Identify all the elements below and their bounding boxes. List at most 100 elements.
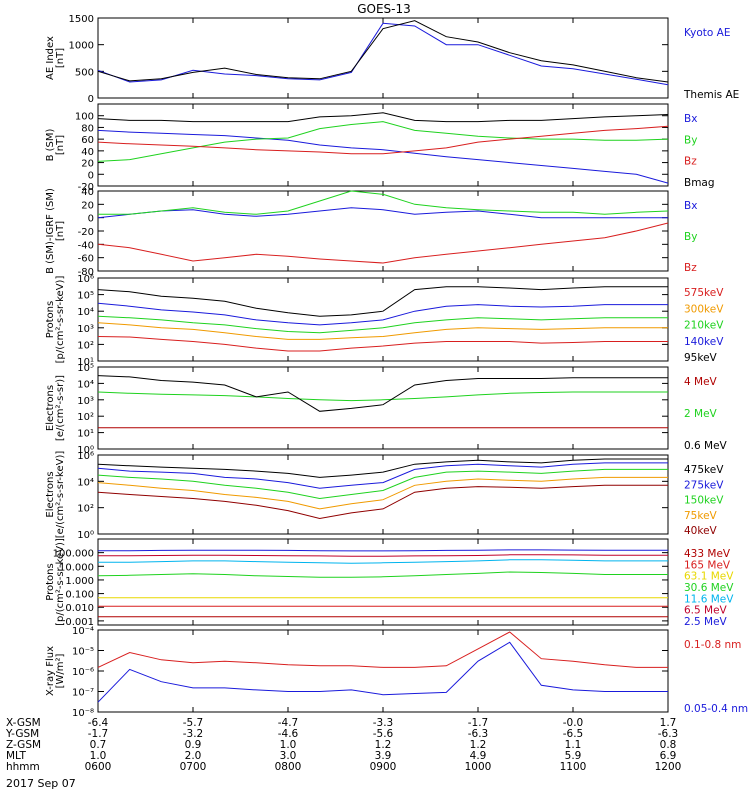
series-line-140kev <box>97 302 668 326</box>
legend-entry: 40keV <box>684 525 718 537</box>
series-line-by <box>97 121 669 162</box>
orbit-cell: -6.3 <box>468 728 489 740</box>
series-line-bx <box>97 207 668 219</box>
orbit-cell: 2.0 <box>185 750 202 762</box>
y-tick-label: 0 <box>88 214 94 225</box>
y-tick-label: 0 <box>88 170 94 181</box>
y-tick-label: 1.000 <box>65 576 94 587</box>
y-tick-label: 10⁵ <box>77 363 94 374</box>
panel-electrons_low: 10⁰ 10² 10⁴ 10⁶ Electrons [e/(cm²-s-sr-keV)] 4… <box>45 451 724 541</box>
legend-entry: 63.1 MeV <box>684 571 734 583</box>
legend-entry: Bz <box>684 156 697 168</box>
y-tick-label: 10.000 <box>59 562 94 573</box>
y-axis-label: Electrons <box>45 385 56 431</box>
y-axis-label: [p/(cm²-s-sr-keV)] <box>55 538 66 626</box>
series-line-11-6-mev <box>98 559 668 564</box>
orbit-cell: 6.9 <box>660 750 677 762</box>
panel-frame <box>97 454 669 535</box>
series-line-by <box>98 190 669 215</box>
y-tick-label: 60 <box>81 135 94 146</box>
series-line-210kev <box>97 315 668 334</box>
panel-xray: 10⁻⁸ 10⁻⁷ 10⁻⁶ 10⁻⁵ 10⁻⁴ X-ray Flux [W/m²] 0.1-… <box>45 626 748 719</box>
y-axis-label: B (SM)-IGRF (SM) <box>45 188 56 274</box>
series-line-0-05-0-4-nm <box>97 641 668 703</box>
orbit-cell: 0600 <box>85 761 112 773</box>
orbit-cell: -6.3 <box>658 728 679 740</box>
y-axis-label: [W/m²] <box>55 653 66 688</box>
y-tick-label: 10⁻⁷ <box>72 688 94 699</box>
orbit-row-label: Y-GSM <box>5 728 39 740</box>
series-line-150kev <box>97 468 668 500</box>
panel-electrons_high: 10⁰ 10¹ 10² 10³ 10⁴ 10⁵ Electrons [e/(cm²-s-sr)… <box>45 363 728 456</box>
legend-entry: 300keV <box>684 303 724 315</box>
orbit-cell: 1.0 <box>90 750 107 762</box>
legend-entry: 11.6 MeV <box>684 593 734 605</box>
orbit-table: X-GSM -6.4 -5.7 -4.7 -3.3 -1.7 -0.0 1.7 Y-GSM -1.… <box>5 717 681 773</box>
series-line-0-6-mev <box>97 375 668 412</box>
y-tick-label: -40 <box>78 240 94 251</box>
y-tick-label: 40 <box>81 147 94 158</box>
y-tick-label: 80 <box>81 123 94 134</box>
y-tick-label: -20 <box>78 182 94 193</box>
y-axis-label: Protons <box>45 301 56 338</box>
y-axis-label: AE Index <box>45 36 56 80</box>
legend-entry: 0.6 MeV <box>684 440 728 452</box>
series-line-300kev <box>97 322 668 340</box>
orbit-cell: 0.7 <box>90 739 107 751</box>
legend-entry: Bx <box>684 200 697 212</box>
legend-entry: 2.5 MeV <box>684 616 728 628</box>
y-tick-label: 10⁴ <box>77 477 94 488</box>
series-line-bz <box>97 125 669 155</box>
y-tick-label: 10² <box>77 504 94 515</box>
y-axis-label: [p/(cm²-s-sr-keV)] <box>55 276 66 364</box>
series-line-kyoto-ae <box>97 22 669 86</box>
y-tick-label: 0 <box>88 94 94 105</box>
series-line-6-5-mev <box>98 554 668 557</box>
legend-entry: 0.05-0.4 nm <box>684 703 748 715</box>
legend-entry: 75keV <box>684 510 718 522</box>
panel-frame <box>97 17 669 99</box>
legend-entry: 4 MeV <box>684 376 718 388</box>
orbit-cell: -5.7 <box>183 717 204 729</box>
y-tick-label: 1000 <box>69 41 94 52</box>
y-tick-label: 10² <box>77 412 94 423</box>
y-tick-label: 0.010 <box>65 603 94 614</box>
y-axis-label: [nT] <box>55 221 66 241</box>
legend-entry: 95keV <box>684 352 718 364</box>
orbit-row-label: MLT <box>6 750 26 762</box>
y-tick-label: 10⁵ <box>77 291 94 302</box>
y-tick-label: 40 <box>81 187 94 198</box>
legend-entry: Kyoto AE <box>684 27 730 39</box>
orbit-cell: -5.6 <box>373 728 394 740</box>
orbit-cell: 1.7 <box>660 717 677 729</box>
legend-entry: 30.6 MeV <box>684 582 734 594</box>
y-axis-label: B (SM) <box>45 128 56 161</box>
legend-entry: By <box>684 231 697 243</box>
y-tick-label: 100.000 <box>53 549 94 560</box>
orbit-cell: 0.8 <box>660 739 677 751</box>
y-tick-label: 10⁶ <box>77 451 94 462</box>
orbit-cell: 5.9 <box>565 750 582 762</box>
orbit-cell: 1200 <box>655 761 682 773</box>
orbit-cell: 1100 <box>560 761 587 773</box>
y-tick-label: 500 <box>75 67 94 78</box>
orbit-cell: -1.7 <box>88 728 109 740</box>
orbit-cell: 0800 <box>275 761 302 773</box>
orbit-cell: 1.2 <box>375 739 392 751</box>
legend-entry: 210keV <box>684 320 724 332</box>
orbit-cell: -3.3 <box>373 717 394 729</box>
y-tick-label: 10³ <box>77 324 94 335</box>
orbit-cell: -0.0 <box>563 717 584 729</box>
legend-entry: 475keV <box>684 464 724 476</box>
series-line-95kev <box>97 286 668 317</box>
legend-entry: Bmag <box>684 177 715 189</box>
y-axis-label: Protons <box>45 563 56 600</box>
y-tick-label: 0.100 <box>65 590 94 601</box>
y-axis-label: [e/(cm²-s-sr)] <box>55 375 66 441</box>
orbit-row-label: Z-GSM <box>6 739 41 751</box>
y-tick-label: 10¹ <box>77 357 94 368</box>
panel-frame <box>97 366 669 450</box>
